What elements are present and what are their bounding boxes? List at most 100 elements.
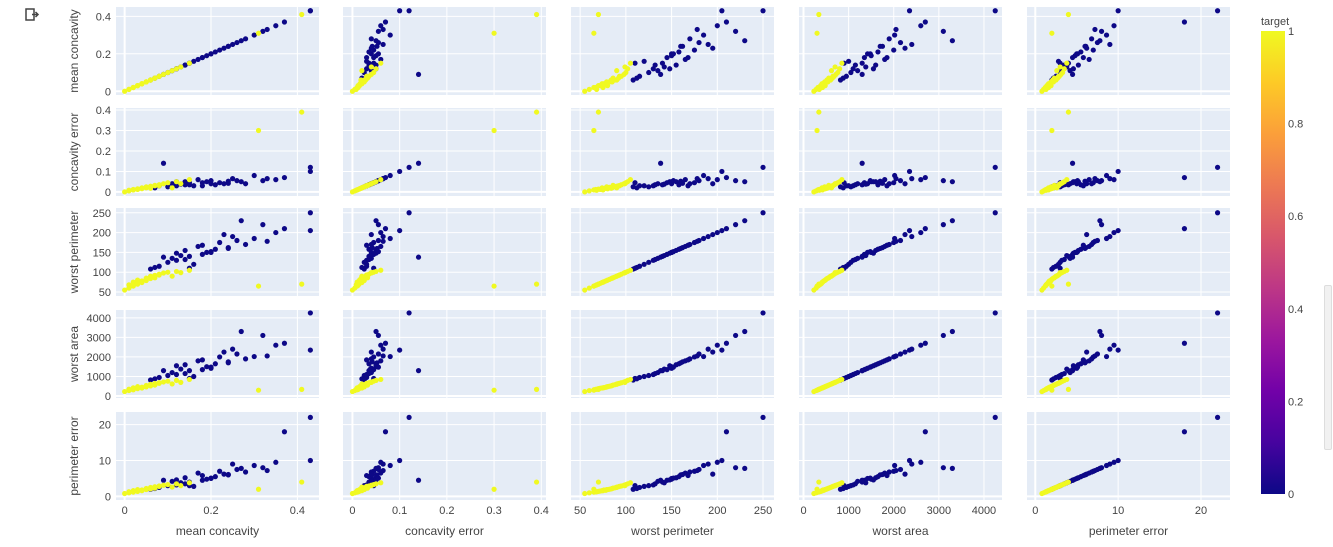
marker-target=0-11[interactable] (897, 351, 904, 357)
marker-target=0-33[interactable] (147, 266, 154, 272)
marker-target=0-20[interactable] (1111, 459, 1117, 465)
marker-target=1-29[interactable] (816, 84, 822, 91)
marker-target=0-1[interactable] (251, 172, 257, 179)
marker-target=0-7[interactable] (646, 259, 652, 265)
marker-target=0-33[interactable] (837, 77, 844, 83)
marker-target=0-9[interactable] (378, 56, 384, 63)
marker-target=1-27[interactable] (832, 483, 838, 489)
marker-target=1-27[interactable] (622, 379, 628, 385)
marker-target=1-11[interactable] (160, 482, 167, 488)
marker-target=0-23[interactable] (922, 19, 928, 25)
marker-target=0-19[interactable] (909, 176, 915, 182)
marker-target=0-23[interactable] (1181, 429, 1188, 435)
marker-target=0-34[interactable] (694, 26, 700, 33)
marker-target=0-19[interactable] (380, 346, 386, 352)
marker-target=0-22[interactable] (397, 168, 403, 175)
marker-target=1-23[interactable] (152, 485, 158, 491)
marker-target=0-15[interactable] (169, 478, 175, 484)
marker-target=0-19[interactable] (1107, 176, 1113, 182)
marker-target=0-21[interactable] (1214, 164, 1221, 170)
marker-target=0-21[interactable] (307, 164, 313, 170)
marker-target=0-34[interactable] (264, 467, 270, 474)
marker-target=0-18[interactable] (212, 182, 218, 188)
marker-target=0-35[interactable] (182, 62, 188, 68)
marker-target=1-18[interactable] (134, 186, 141, 192)
marker-target=1-19[interactable] (1065, 109, 1072, 115)
marker-target=0-1[interactable] (1103, 172, 1110, 179)
marker-target=1-30[interactable] (1050, 383, 1056, 389)
marker-target=0-32[interactable] (1074, 178, 1081, 184)
marker-target=0-24[interactable] (732, 332, 739, 339)
marker-target=1-19[interactable] (595, 479, 602, 485)
marker-target=0-18[interactable] (212, 49, 218, 55)
marker-target=1-28[interactable] (599, 488, 605, 494)
marker-target=0-12[interactable] (242, 181, 249, 187)
marker-target=1-30[interactable] (824, 383, 830, 389)
marker-target=0-25[interactable] (1069, 368, 1076, 374)
marker-target=1-25[interactable] (143, 486, 149, 493)
marker-target=0-27[interactable] (902, 45, 908, 51)
marker-target=0-22[interactable] (307, 227, 313, 234)
marker-target=0-32[interactable] (375, 249, 382, 255)
marker-target=0-10[interactable] (891, 47, 897, 53)
marker-target=0-34[interactable] (380, 467, 386, 474)
marker-target=0-24[interactable] (940, 178, 946, 184)
marker-target=1-16[interactable] (373, 481, 379, 487)
marker-target=1-29[interactable] (593, 386, 599, 392)
marker-target=0-1[interactable] (387, 353, 393, 360)
marker-target=0-32[interactable] (670, 178, 677, 184)
marker-target=0-34[interactable] (893, 176, 899, 182)
marker-target=1-30[interactable] (1050, 77, 1056, 83)
marker-target=0-23[interactable] (281, 429, 288, 435)
marker-target=0-21[interactable] (760, 310, 766, 316)
marker-target=0-36[interactable] (879, 245, 886, 251)
marker-target=1-24[interactable] (582, 388, 588, 395)
marker-target=1-27[interactable] (832, 270, 838, 276)
marker-target=0-11[interactable] (234, 237, 240, 244)
marker-target=1-22[interactable] (359, 68, 365, 74)
marker-target=0-36[interactable] (679, 180, 686, 186)
marker-target=0-33[interactable] (1049, 266, 1055, 272)
marker-target=0-26[interactable] (742, 38, 748, 44)
marker-target=0-35[interactable] (852, 182, 858, 188)
marker-target=0-35[interactable] (652, 370, 658, 377)
marker-target=0-20[interactable] (918, 342, 924, 348)
marker-target=1-21[interactable] (839, 376, 845, 383)
marker-target=0-21[interactable] (307, 210, 313, 216)
marker-target=1-27[interactable] (368, 379, 374, 385)
marker-target=1-19[interactable] (816, 109, 822, 115)
marker-target=1-30[interactable] (358, 275, 364, 282)
marker-target=1-21[interactable] (378, 376, 384, 383)
marker-target=0-4[interactable] (861, 54, 868, 61)
marker-target=0-26[interactable] (1097, 218, 1103, 224)
marker-target=1-25[interactable] (143, 384, 149, 390)
marker-target=1-12[interactable] (165, 378, 171, 384)
marker-target=0-7[interactable] (646, 483, 652, 489)
marker-target=0-1[interactable] (387, 32, 393, 38)
marker-target=1-23[interactable] (152, 382, 158, 388)
marker-target=1-27[interactable] (1057, 483, 1063, 489)
marker-target=1-20[interactable] (1049, 283, 1055, 289)
marker-target=1-21[interactable] (839, 177, 845, 183)
marker-target=1-26[interactable] (364, 183, 370, 189)
marker-target=1-30[interactable] (147, 486, 154, 492)
marker-target=1-21[interactable] (627, 480, 634, 486)
marker-target=0-23[interactable] (1181, 19, 1188, 25)
marker-target=0-24[interactable] (260, 222, 266, 228)
marker-target=0-25[interactable] (658, 71, 664, 78)
marker-target=0-18[interactable] (875, 49, 881, 55)
marker-target=1-24[interactable] (811, 388, 817, 395)
marker-target=0-23[interactable] (281, 340, 288, 346)
marker-target=0-36[interactable] (369, 471, 375, 478)
marker-target=0-34[interactable] (893, 238, 899, 244)
marker-target=0-27[interactable] (902, 231, 908, 238)
marker-target=0-16[interactable] (367, 366, 373, 372)
marker-target=0-13[interactable] (641, 58, 647, 64)
marker-target=1-26[interactable] (364, 73, 370, 79)
marker-target=1-22[interactable] (169, 185, 175, 191)
marker-target=0-36[interactable] (679, 245, 686, 251)
marker-target=0-25[interactable] (658, 368, 664, 374)
marker-target=0-24[interactable] (260, 465, 266, 471)
marker-target=1-26[interactable] (156, 380, 162, 386)
marker-target=0-32[interactable] (867, 475, 873, 481)
